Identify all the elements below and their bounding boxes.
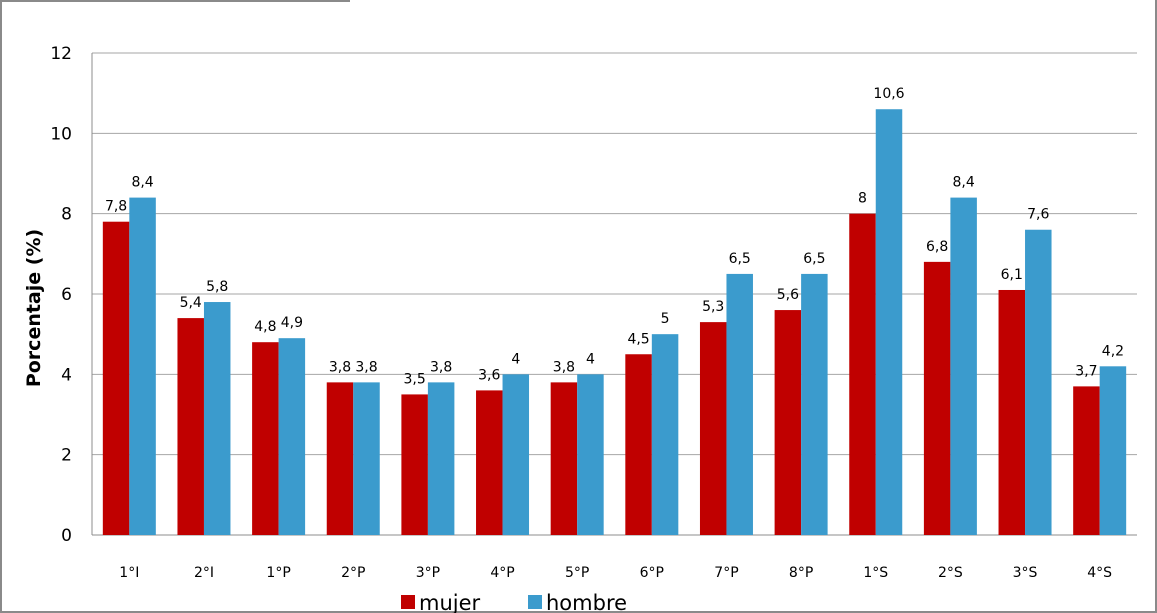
bar-hombre-7 bbox=[651, 334, 679, 535]
data-label-hombre-4: 3,8 bbox=[430, 359, 452, 375]
legend: mujer hombre bbox=[401, 591, 627, 613]
x-tick-label: 8°P bbox=[789, 565, 813, 581]
data-label-hombre-11: 8,4 bbox=[953, 175, 975, 191]
x-tick-label: 1°P bbox=[266, 565, 290, 581]
data-label-mujer-1: 5,4 bbox=[180, 295, 202, 311]
bar-mujer-3 bbox=[326, 382, 354, 535]
data-label-mujer-3: 3,8 bbox=[329, 359, 351, 375]
data-label-hombre-5: 4 bbox=[511, 351, 520, 367]
bar-mujer-5 bbox=[476, 390, 503, 535]
bar-mujer-4 bbox=[401, 394, 428, 535]
data-label-mujer-12: 6,1 bbox=[1001, 267, 1023, 283]
bar-mujer-1 bbox=[177, 318, 204, 535]
y-axis-label: Porcentaje (%) bbox=[23, 229, 45, 387]
data-label-hombre-10: 10,6 bbox=[873, 86, 904, 102]
bar-hombre-2 bbox=[278, 338, 306, 535]
legend-swatch-mujer bbox=[401, 595, 415, 609]
legend-label-hombre: hombre bbox=[546, 591, 627, 613]
bar-hombre-13 bbox=[1099, 366, 1127, 535]
data-label-mujer-11: 6,8 bbox=[926, 239, 948, 255]
bar-hombre-5 bbox=[502, 374, 530, 535]
bar-hombre-6 bbox=[577, 374, 604, 535]
bar-hombre-0 bbox=[129, 197, 156, 535]
bar-hombre-11 bbox=[950, 197, 977, 535]
bar-hombre-12 bbox=[1025, 229, 1052, 535]
data-label-hombre-9: 6,5 bbox=[803, 251, 825, 267]
x-axis-ticks: 1°I 2°I 1°P 2°P 3°P 4°P 5°P 6°P 7°P 8°P 1°S 2°S 3°S 4… bbox=[119, 565, 1112, 581]
bar-mujer-0 bbox=[102, 221, 130, 535]
data-label-mujer-2: 4,8 bbox=[254, 319, 276, 335]
x-tick-label: 4°P bbox=[490, 565, 514, 581]
data-label-hombre-6: 4 bbox=[586, 351, 595, 367]
bar-mujer-2 bbox=[252, 342, 279, 535]
bar-mujer-12 bbox=[998, 289, 1026, 535]
x-tick-label: 2°P bbox=[341, 565, 365, 581]
bar-mujer-9 bbox=[774, 310, 802, 535]
data-label-mujer-7: 4,5 bbox=[627, 331, 649, 347]
gridlines bbox=[91, 52, 1137, 536]
bar-hombre-4 bbox=[427, 382, 455, 535]
bar-mujer-6 bbox=[550, 382, 578, 535]
data-label-mujer-4: 3,5 bbox=[404, 371, 426, 387]
bar-mujer-10 bbox=[849, 213, 876, 535]
bar-mujer-7 bbox=[625, 354, 652, 535]
x-tick-label: 3°S bbox=[1013, 565, 1038, 581]
data-label-mujer-8: 5,3 bbox=[702, 299, 724, 315]
data-label-mujer-10: 8 bbox=[858, 191, 867, 207]
x-tick-label: 7°P bbox=[714, 565, 738, 581]
data-label-hombre-12: 7,6 bbox=[1027, 207, 1049, 223]
data-label-mujer-9: 5,6 bbox=[777, 287, 799, 303]
y-tick-label: 4 bbox=[61, 365, 72, 385]
y-tick-label: 10 bbox=[50, 124, 72, 144]
data-label-mujer-6: 3,8 bbox=[553, 359, 575, 375]
data-label-hombre-1: 5,8 bbox=[206, 279, 228, 295]
bar-hombre-3 bbox=[353, 382, 380, 535]
data-label-hombre-13: 4,2 bbox=[1102, 343, 1124, 359]
bar-mujer-11 bbox=[923, 261, 951, 535]
data-label-mujer-13: 3,7 bbox=[1075, 363, 1097, 379]
x-tick-label: 5°P bbox=[565, 565, 589, 581]
data-label-mujer-5: 3,6 bbox=[478, 367, 500, 383]
frame-top-line bbox=[0, 0, 350, 2]
x-tick-label: 1°I bbox=[119, 565, 139, 581]
data-label-hombre-0: 8,4 bbox=[131, 175, 153, 191]
x-tick-label: 2°S bbox=[938, 565, 963, 581]
data-label-hombre-7: 5 bbox=[661, 311, 670, 327]
bar-hombre-8 bbox=[726, 273, 753, 535]
bar-hombre-1 bbox=[203, 302, 231, 535]
bar-hombre-9 bbox=[801, 273, 828, 535]
y-tick-label: 8 bbox=[61, 205, 72, 225]
y-tick-label: 12 bbox=[50, 44, 72, 64]
x-tick-label: 2°I bbox=[194, 565, 214, 581]
bars bbox=[102, 109, 1127, 535]
bar-mujer-8 bbox=[699, 322, 727, 535]
data-labels: 7,88,45,45,84,8 4,93,8 3,83,53,83,643,844,… bbox=[105, 86, 1124, 387]
x-tick-label: 6°P bbox=[640, 565, 664, 581]
data-label-mujer-0: 7,8 bbox=[105, 199, 127, 215]
y-tick-label: 0 bbox=[61, 526, 72, 546]
x-tick-label: 3°P bbox=[416, 565, 440, 581]
y-tick-label: 6 bbox=[61, 285, 72, 305]
y-tick-label: 2 bbox=[61, 446, 72, 466]
data-label-hombre-3: 3,8 bbox=[355, 359, 377, 375]
bar-mujer-13 bbox=[1073, 386, 1100, 535]
data-label-hombre-2: 4,9 bbox=[281, 315, 303, 331]
data-label-hombre-8: 6,5 bbox=[729, 251, 751, 267]
x-tick-label: 1°S bbox=[863, 565, 888, 581]
bar-hombre-10 bbox=[875, 109, 903, 535]
x-tick-label: 4°S bbox=[1087, 565, 1112, 581]
legend-swatch-hombre bbox=[528, 595, 542, 609]
legend-label-mujer: mujer bbox=[419, 591, 481, 613]
y-axis-ticks: 0 2 4 6 8 10 12 bbox=[50, 44, 72, 546]
